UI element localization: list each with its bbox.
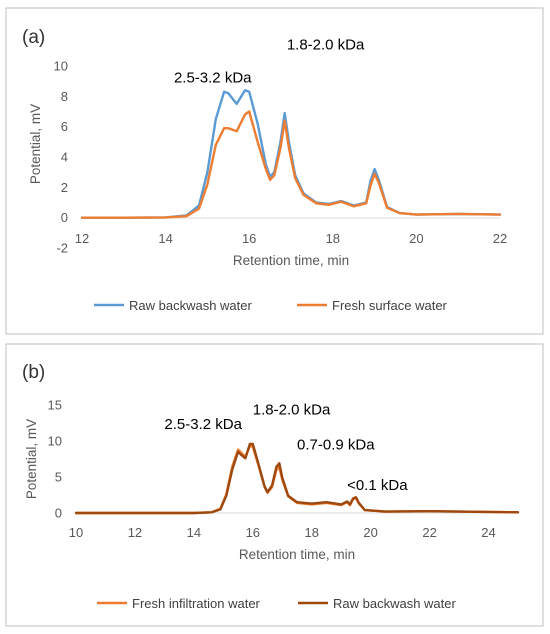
panel-b-x-tick-4: 18 [304,525,318,540]
panel-b-x-tick-3: 16 [246,525,260,540]
panel-b: (b) 0 5 10 15 10 12 14 16 18 20 22 24 Potential, m… [5,343,544,627]
panel-b-x-tick-2: 14 [187,525,201,540]
panel-a-y-tick-1: 0 [61,210,68,225]
panel-b-y-tick-3: 15 [48,398,62,413]
panel-a-x-tick-4: 20 [409,231,423,246]
panel-a-y-axis-label: Potential, mV [28,104,43,184]
panel-a-x-tick-0: 12 [75,231,89,246]
panel-b-annotation-3: <0.1 kDa [347,477,408,494]
panel-a-annotation-0: 1.8-2.0 kDa [287,36,365,53]
panel-a: (a) -2 0 2 4 6 8 10 12 14 16 18 20 22 Potential, mV… [5,7,544,335]
panel-a-y-tick-0: -2 [56,241,68,256]
panel-a-label: (a) [22,27,45,48]
panel-b-y-tick-2: 10 [48,434,62,449]
panel-b-label: (b) [22,362,45,383]
legend-label-b-1: Raw backwash water [333,596,456,611]
panel-b-annotation-1: 1.8-2.0 kDa [253,401,331,418]
panel-a-y-tick-3: 4 [61,150,68,165]
panel-b-frame [5,343,544,627]
legend-label-a-0: Raw backwash water [129,298,252,313]
panel-a-y-tick-6: 10 [54,59,68,74]
legend-label-b-0: Fresh infiltration water [132,596,261,611]
panel-a-annotations: 1.8-2.0 kDa 2.5-3.2 kDa [174,36,365,86]
panel-a-x-tick-2: 16 [242,231,256,246]
panel-b-y-tick-0: 0 [55,506,62,521]
panel-a-y-tick-4: 6 [61,119,68,134]
panel-a-legend: Raw backwash water Fresh surface water [94,298,448,313]
panel-a-x-tick-1: 14 [158,231,172,246]
panel-b-x-tick-1: 12 [128,525,142,540]
panel-a-annotation-1: 2.5-3.2 kDa [174,70,252,87]
panel-a-y-tick-2: 2 [61,180,68,195]
panel-a-x-ticks: 12 14 16 18 20 22 [75,231,507,246]
panel-b-legend: Fresh infiltration water Raw backwash wa… [97,596,456,611]
panel-b-annotation-0: 2.5-3.2 kDa [164,416,242,433]
panel-b-x-axis-label: Retention time, min [239,547,355,562]
panel-b-y-ticks: 0 5 10 15 [48,398,62,521]
panel-a-x-tick-5: 22 [493,231,507,246]
legend-label-a-1: Fresh surface water [332,298,448,313]
panel-b-y-axis-label: Potential, mV [24,419,39,499]
panel-b-x-tick-5: 20 [363,525,377,540]
panel-b-annotations: 2.5-3.2 kDa 1.8-2.0 kDa 0.7-0.9 kDa <0.1 kD… [164,401,408,494]
panel-b-x-tick-0: 10 [69,525,83,540]
panel-b-traces [74,442,520,515]
panel-b-x-ticks: 10 12 14 16 18 20 22 24 [69,525,496,540]
panel-a-x-axis-label: Retention time, min [233,253,349,268]
panel-a-traces [80,89,502,219]
panel-b-annotation-2: 0.7-0.9 kDa [297,437,375,454]
panel-b-x-tick-7: 24 [481,525,495,540]
panel-a-y-ticks: -2 0 2 4 6 8 10 [54,59,68,256]
panel-a-y-tick-5: 8 [61,89,68,104]
panel-a-series-1-line [80,110,502,219]
panel-b-series-1-line [74,442,520,515]
panel-b-x-tick-6: 22 [422,525,436,540]
panel-a-x-tick-3: 18 [326,231,340,246]
panel-b-y-tick-1: 5 [55,470,62,485]
